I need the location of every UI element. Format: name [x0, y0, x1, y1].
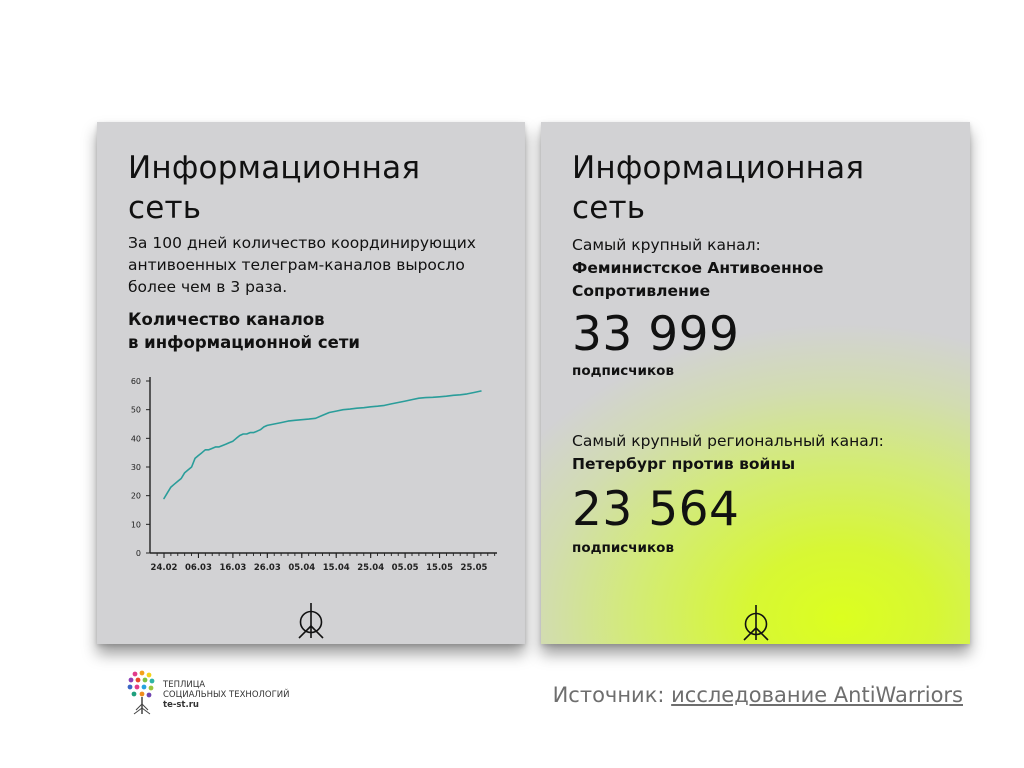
regional-channel-label: Самый крупный региональный канал: [572, 432, 884, 450]
lead-line-3: более чем в 3 раза. [128, 278, 288, 296]
card-title-line-1: Информационная [128, 150, 421, 186]
logo-line-1: ТЕПЛИЦА [163, 680, 206, 690]
logo-line-2: СОЦИАЛЬНЫХ ТЕХНОЛОГИЙ [163, 690, 290, 700]
y-tick-label: 50 [131, 406, 141, 415]
y-tick-label: 20 [131, 492, 141, 501]
card-title-line-2: сеть [128, 190, 202, 226]
x-tick-label: 15.04 [323, 563, 350, 573]
card-title-line-1: Информационная [572, 150, 865, 186]
logo-domain: te-st.ru [163, 700, 199, 710]
peace-sign-icon [743, 605, 769, 641]
channels-line-chart: 0 10 20 30 40 50 60 24.02 06.03 16.03 26.03 05.04 1… [131, 377, 497, 573]
x-tick-label: 05.04 [288, 563, 315, 573]
card-title-line-2: сеть [572, 190, 646, 226]
chart-heading-line-1: Количество каналов [128, 310, 325, 329]
regional-channel-name: Петербург против войны [572, 455, 796, 473]
chart-heading: Количество каналов в информационной сети [128, 308, 360, 354]
largest-channel-name: Феминистское Антивоенное Сопротивление [572, 257, 824, 303]
x-tick-label: 25.05 [461, 563, 488, 573]
lead-line-2: антивоенных телеграм-каналов выросло [128, 256, 465, 274]
y-tick-label: 0 [136, 549, 141, 558]
source-caption: Источник: исследование AntiWarriors [553, 683, 963, 707]
source-link[interactable]: исследование AntiWarriors [671, 683, 963, 707]
largest-channel-name-line-2: Сопротивление [572, 282, 711, 300]
y-tick-label: 30 [131, 463, 141, 472]
largest-channel-unit: подписчиков [572, 363, 675, 379]
x-tick-label: 06.03 [185, 563, 212, 573]
y-tick-label: 40 [131, 434, 141, 443]
x-tick-label: 16.03 [219, 563, 246, 573]
chart-axes [149, 377, 497, 554]
regional-channel-count: 23 564 [572, 482, 740, 537]
teplitsa-logo-icon [127, 670, 155, 715]
lead-line-1: За 100 дней количество координирующих [128, 234, 476, 252]
x-axis-ticks: 24.02 06.03 16.03 26.03 05.04 15.04 25.04 05.05… [151, 553, 496, 573]
source-prefix: Источник: [552, 683, 672, 707]
chart-heading-line-2: в информационной сети [128, 333, 360, 352]
x-tick-label: 25.04 [357, 563, 384, 573]
card-title: Информационная сеть [128, 148, 420, 228]
x-tick-label: 15.05 [426, 563, 453, 573]
info-network-stats-card: Информационная сеть Самый крупный канал:… [541, 122, 970, 644]
y-axis-ticks: 0 10 20 30 40 50 60 [131, 377, 150, 558]
largest-channel-count: 33 999 [572, 307, 740, 362]
y-tick-label: 60 [131, 377, 141, 386]
x-tick-label: 26.03 [254, 563, 281, 573]
largest-channel-name-line-1: Феминистское Антивоенное [572, 259, 824, 277]
lead-text: За 100 дней количество координирующих ан… [128, 232, 508, 298]
largest-channel-label: Самый крупный канал: [572, 236, 761, 254]
logo-wordmark: ТЕПЛИЦА СОЦИАЛЬНЫХ ТЕХНОЛОГИЙ te-st.ru [163, 680, 290, 710]
card-title: Информационная сеть [572, 148, 864, 228]
chart-series [163, 390, 482, 500]
series-line-channels [163, 390, 482, 500]
x-tick-label: 24.02 [151, 563, 178, 573]
y-tick-label: 10 [131, 520, 141, 529]
info-network-chart-card: Информационная сеть За 100 дней количест… [97, 122, 525, 644]
x-tick-label: 05.05 [392, 563, 419, 573]
peace-sign-icon [298, 603, 324, 639]
regional-channel-unit: подписчиков [572, 540, 675, 556]
